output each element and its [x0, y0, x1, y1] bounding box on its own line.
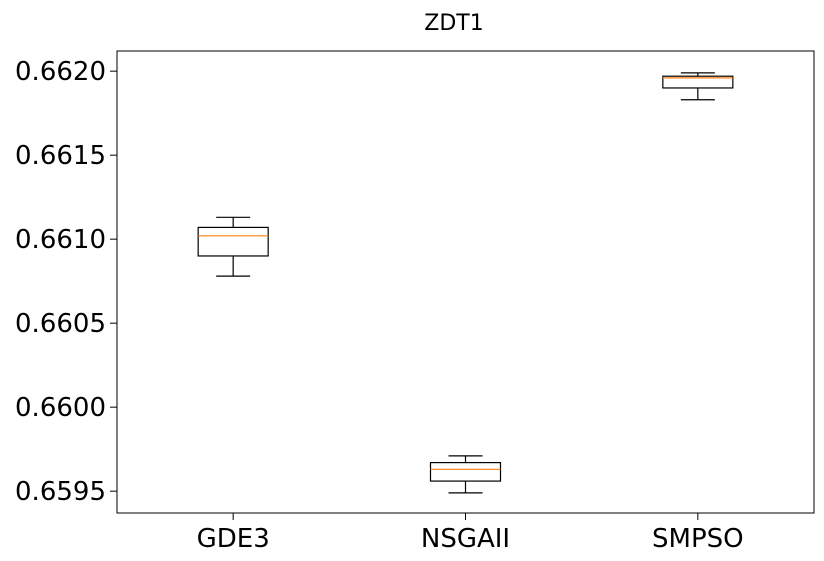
y-tick-label: 0.6610	[15, 225, 106, 255]
x-tick-label: GDE3	[197, 524, 270, 554]
x-tick-label: SMPSO	[652, 524, 744, 554]
y-tick-label: 0.6600	[15, 393, 106, 423]
x-tick-label: NSGAII	[421, 524, 510, 554]
chart-title: ZDT1	[424, 11, 483, 36]
box-gde3	[197, 216, 269, 277]
box-series	[197, 72, 734, 494]
iqr-box	[429, 462, 502, 482]
y-tick-label: 0.6595	[15, 477, 106, 507]
box-smpso	[662, 72, 734, 101]
plot-frame	[116, 50, 815, 514]
y-tick-label: 0.6605	[15, 309, 106, 339]
x-axis: GDE3 NSGAII SMPSO	[197, 513, 744, 554]
iqr-box	[662, 75, 734, 89]
box-nsgaii	[429, 455, 502, 494]
y-tick-label: 0.6620	[15, 57, 106, 87]
iqr-box	[197, 226, 269, 257]
y-tick-label: 0.6615	[15, 141, 106, 171]
y-axis: 0.6595 0.6600 0.6605 0.6610 0.6615 0.6620	[15, 57, 117, 507]
